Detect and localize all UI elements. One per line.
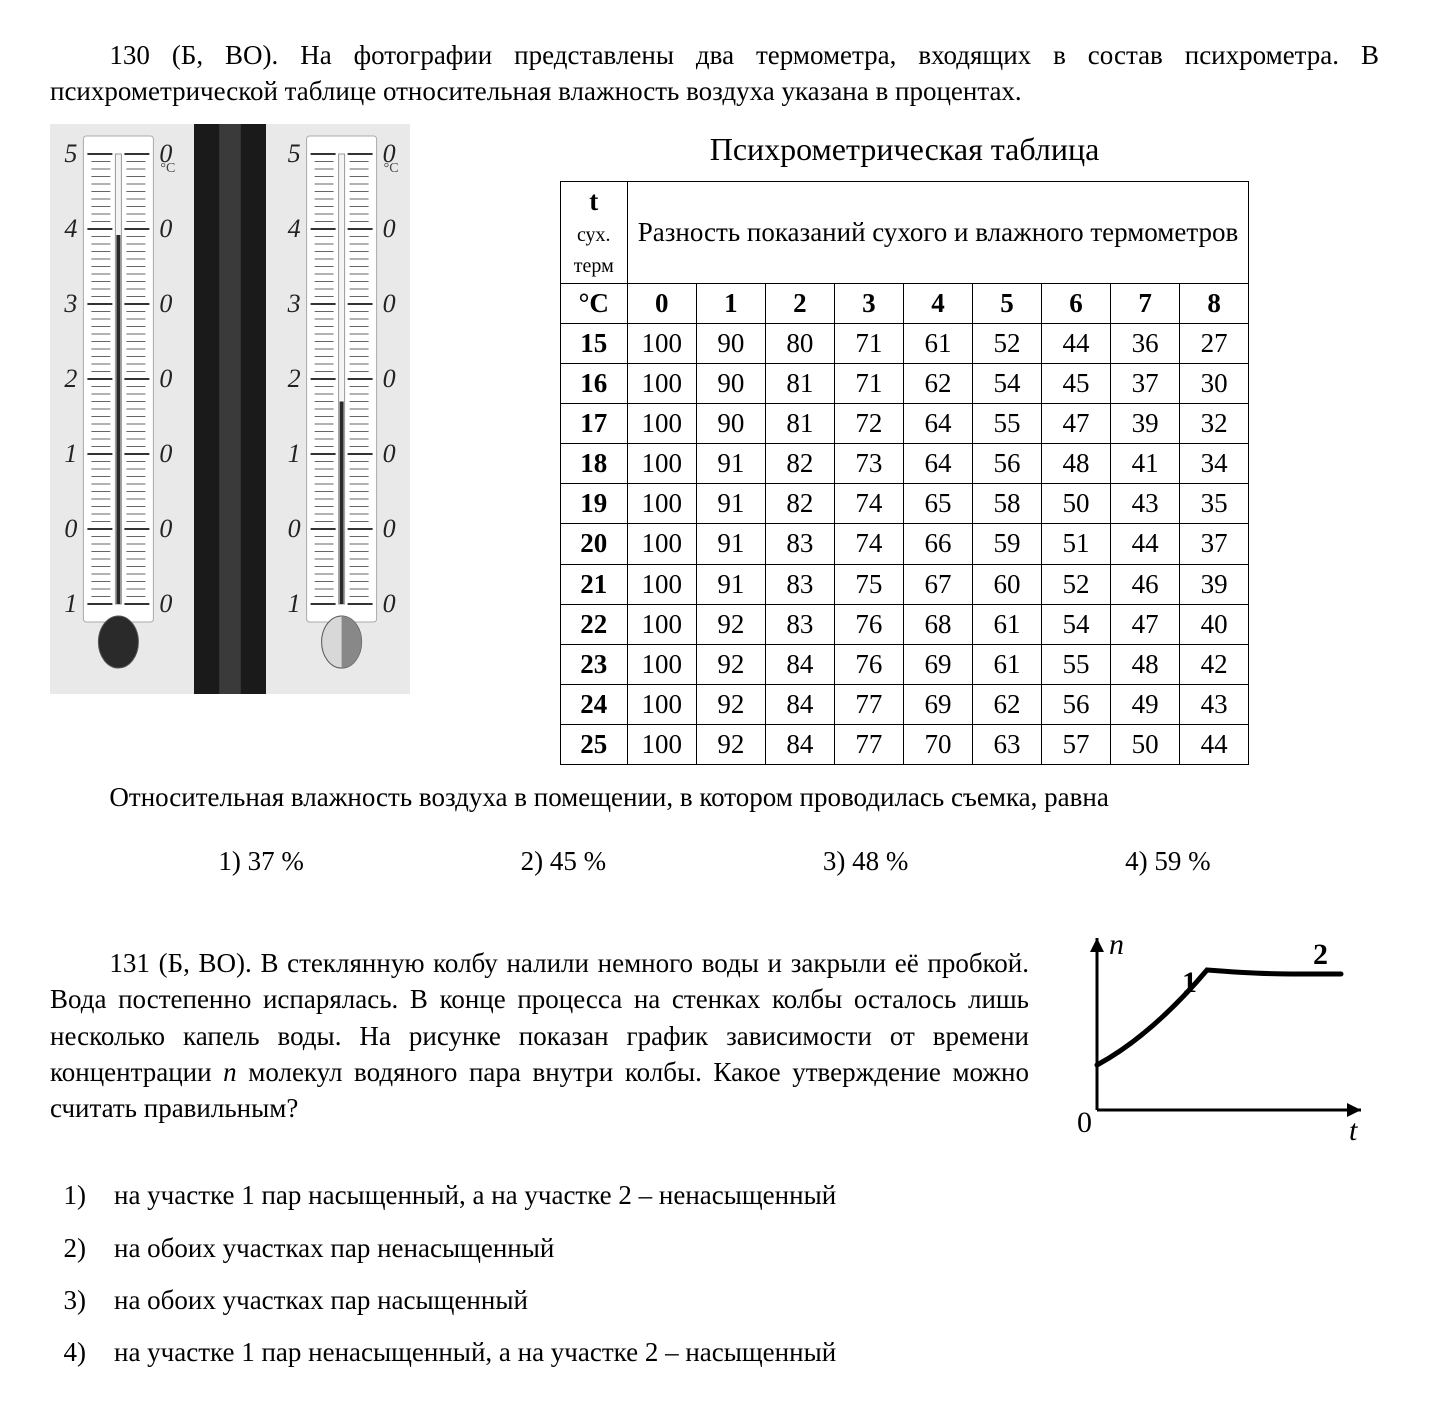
svg-text:4: 4 <box>288 214 301 243</box>
q130-opt-4: 4) 59 % <box>1125 843 1210 879</box>
svg-text:2: 2 <box>64 364 77 393</box>
q130-opt-3: 3) 48 % <box>823 843 908 879</box>
svg-text:°C: °C <box>160 161 175 176</box>
svg-text:0: 0 <box>159 514 172 543</box>
q131-chart: n t 0 1 2 <box>1059 918 1379 1157</box>
q130-opt-2: 2) 45 % <box>521 843 606 879</box>
concentration-chart-icon: n t 0 1 2 <box>1059 918 1379 1148</box>
q131-answers: 1)на участке 1 пар насыщенный, а на учас… <box>50 1177 1379 1371</box>
svg-text:0: 0 <box>383 364 396 393</box>
q131-ans-4: 4)на участке 1 пар ненасыщенный, а на уч… <box>50 1334 1379 1370</box>
svg-text:n: n <box>1109 928 1124 961</box>
svg-text:1: 1 <box>1182 966 1197 999</box>
psychrometer-icon: 5040302010001050403020100010°C°C <box>50 124 410 694</box>
psychrometric-table-wrap: Психрометрическая таблица tсух.термРазно… <box>430 124 1379 765</box>
svg-text:5: 5 <box>64 139 77 168</box>
svg-text:0: 0 <box>383 514 396 543</box>
svg-text:5: 5 <box>288 139 301 168</box>
svg-text:0: 0 <box>64 514 77 543</box>
q130-options: 1) 37 % 2) 45 % 3) 48 % 4) 59 % <box>50 843 1379 879</box>
q131-text: 131 (Б, ВО). В стеклянную колбу налили н… <box>50 945 1029 1127</box>
svg-text:3: 3 <box>287 289 301 318</box>
svg-text:0: 0 <box>383 214 396 243</box>
svg-text:1: 1 <box>288 439 301 468</box>
q131-ans-2: 2)на обоих участках пар ненасыщенный <box>50 1230 1379 1266</box>
svg-text:°C: °C <box>384 161 399 176</box>
q130-opt-1: 1) 37 % <box>218 843 303 879</box>
svg-text:0: 0 <box>383 439 396 468</box>
svg-text:0: 0 <box>159 364 172 393</box>
table-title: Психрометрическая таблица <box>430 128 1379 171</box>
svg-text:0: 0 <box>159 589 172 618</box>
q131-number: 131 (Б, ВО). <box>109 948 251 978</box>
q131-text-block: 131 (Б, ВО). В стеклянную колбу налили н… <box>50 918 1029 1154</box>
thermometers-photo: 5040302010001050403020100010°C°C <box>50 124 410 703</box>
q131-row: 131 (Б, ВО). В стеклянную колбу налили н… <box>50 918 1379 1157</box>
svg-text:3: 3 <box>63 289 77 318</box>
svg-text:0: 0 <box>383 589 396 618</box>
svg-text:1: 1 <box>64 439 77 468</box>
q130-number: 130 (Б, ВО). <box>109 40 278 70</box>
svg-text:0: 0 <box>1077 1106 1092 1139</box>
svg-text:0: 0 <box>159 439 172 468</box>
svg-text:2: 2 <box>288 364 301 393</box>
q130-row: 5040302010001050403020100010°C°C Психром… <box>50 124 1379 765</box>
q131-ans-3: 3)на обоих участках пар насыщенный <box>50 1282 1379 1318</box>
q130-question: Относительная влажность воздуха в помеще… <box>50 779 1379 815</box>
svg-text:1: 1 <box>64 589 77 618</box>
svg-text:1: 1 <box>288 589 301 618</box>
svg-text:2: 2 <box>1313 938 1328 971</box>
svg-text:0: 0 <box>383 289 396 318</box>
svg-text:0: 0 <box>159 289 172 318</box>
svg-text:0: 0 <box>159 214 172 243</box>
svg-text:t: t <box>1349 1114 1358 1147</box>
svg-text:0: 0 <box>288 514 301 543</box>
q131-n-symbol: n <box>223 1057 237 1087</box>
q130-intro: 130 (Б, ВО). На фотографии представлены … <box>50 37 1379 110</box>
psychrometric-table: tсух.термРазность показаний сухого и вла… <box>560 181 1249 765</box>
q131-ans-1: 1)на участке 1 пар насыщенный, а на учас… <box>50 1177 1379 1213</box>
svg-text:4: 4 <box>64 214 77 243</box>
